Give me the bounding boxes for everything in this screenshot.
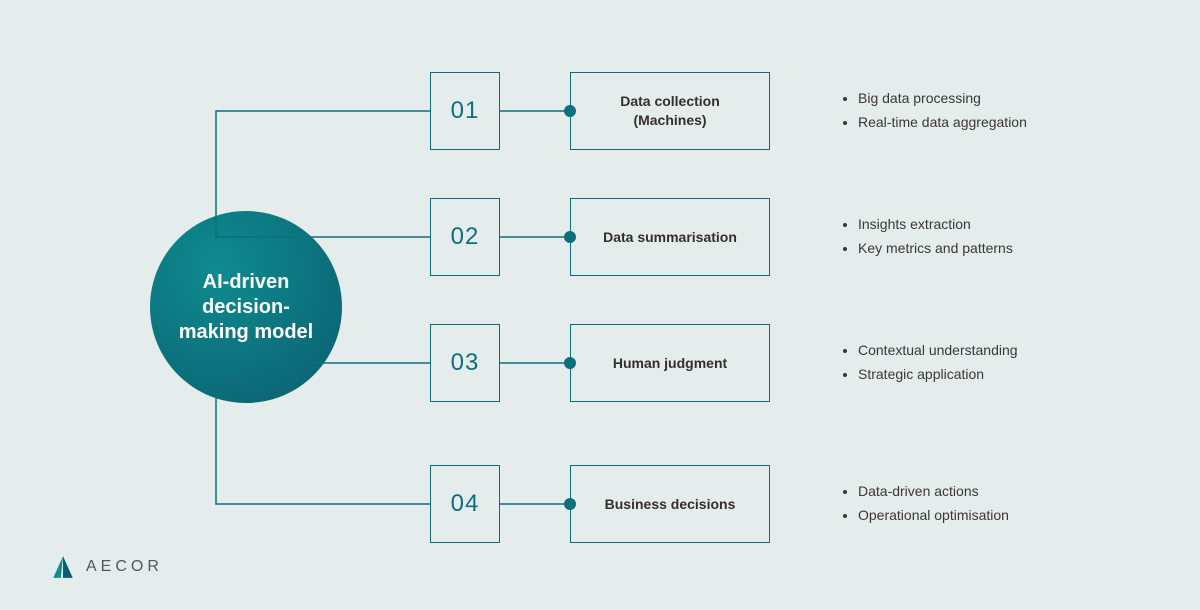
step-label: Business decisions (605, 495, 736, 514)
step-box: Data collection (Machines) (570, 72, 770, 150)
step-number-box: 03 (430, 324, 500, 402)
bullet-item: Contextual understanding (858, 339, 1018, 363)
model-circle: AI-driven decision-making model (150, 211, 342, 403)
bullet-item: Real-time data aggregation (858, 111, 1027, 135)
step-box: Data summarisation (570, 198, 770, 276)
step-number: 04 (451, 490, 480, 518)
step-box: Human judgment (570, 324, 770, 402)
step-number: 03 (451, 349, 480, 377)
step-label: Data summarisation (603, 228, 737, 247)
step-label: Data collection (Machines) (585, 92, 755, 130)
bullet-item: Operational optimisation (858, 504, 1009, 528)
step-bullets: Insights extractionKey metrics and patte… (840, 213, 1013, 261)
step-number: 01 (451, 97, 480, 125)
logo-mark-icon (50, 554, 76, 580)
step-number-box: 02 (430, 198, 500, 276)
step-bullets: Big data processingReal-time data aggreg… (840, 87, 1027, 135)
step-label: Human judgment (613, 354, 727, 373)
brand-logo: AECOR (50, 554, 163, 580)
bullet-item: Data-driven actions (858, 480, 1009, 504)
bullet-item: Strategic application (858, 363, 1018, 387)
step-number: 02 (451, 223, 480, 251)
bullet-item: Big data processing (858, 87, 1027, 111)
step-box: Business decisions (570, 465, 770, 543)
logo-text: AECOR (86, 558, 163, 576)
bullet-item: Insights extraction (858, 213, 1013, 237)
step-bullets: Data-driven actionsOperational optimisat… (840, 480, 1009, 528)
step-number-box: 01 (430, 72, 500, 150)
step-number-box: 04 (430, 465, 500, 543)
step-bullets: Contextual understandingStrategic applic… (840, 339, 1018, 387)
bullet-item: Key metrics and patterns (858, 237, 1013, 261)
model-circle-label: AI-driven decision-making model (168, 270, 324, 345)
